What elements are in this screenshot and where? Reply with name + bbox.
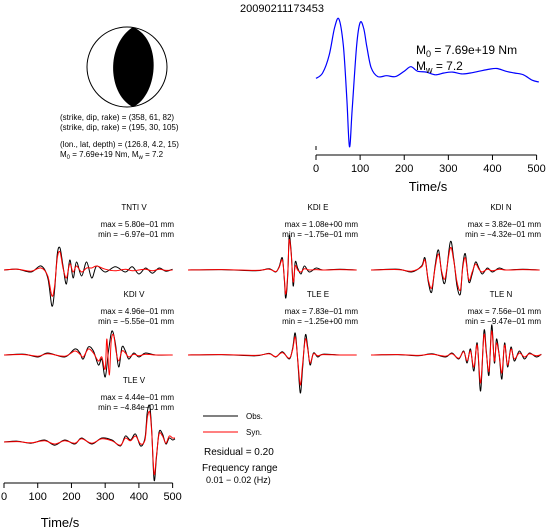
source-line-4: M0 = 7.69e+19 Nm, Mw = 7.2 [60,150,164,161]
stf-tick-label: 0 [313,163,319,175]
min-amplitude: min = −4.84e−01 mm [98,403,174,412]
source-line-1: (strike, dip, rake) = (358, 61, 82) [60,113,174,122]
stf-m0-label: M0 = 7.69e+19 Nm [416,43,517,59]
figure-title: 20090211173453 [240,3,324,15]
station-label: KDI N [490,203,512,212]
bottom-tick-label: 200 [62,491,80,503]
max-amplitude: max = 5.80e−01 mm [101,220,175,229]
synthetic-trace [3,250,173,297]
synthetic-trace [187,336,357,386]
bottom-tick-label: 100 [29,491,47,503]
legend-syn-label: Syn. [246,428,262,437]
bottom-tick-label: 400 [130,491,148,503]
stf-x-axis: 0 100 200 300 400 500 [313,154,546,175]
station-label: TLE V [123,376,146,385]
stf-line [315,17,539,148]
min-amplitude: min = −1.25e+00 mm [282,317,358,326]
min-amplitude: min = −5.55e−01 mm [98,317,174,326]
legend-obs-label: Obs. [246,412,263,421]
focal-mechanism-beachball [86,26,168,108]
station-label: KDI V [124,290,146,299]
frequency-range: 0.01 − 0.02 (Hz) [206,475,271,485]
frequency-title: Frequency range [202,463,278,474]
observed-trace [3,330,173,378]
stf-tick-label: 400 [483,163,501,175]
observed-trace [187,234,357,299]
source-line-2: (strike, dip, rake) = (195, 30, 105) [60,123,179,132]
observed-trace [3,246,173,307]
stf-tick-label: 500 [527,163,545,175]
station-label: TLE N [490,290,513,299]
station-label: KDI E [308,203,329,212]
station-label: TLE E [307,290,329,299]
observed-trace [187,332,357,394]
stf-mw-label: Mw = 7.2 [416,59,463,75]
min-amplitude: min = −9.47e−01 mm [465,317,541,326]
synthetic-trace [187,238,357,295]
residual-text: Residual = 0.20 [204,447,274,458]
bottom-x-axis: 0 100 200 300 400 500 [1,482,182,503]
bottom-tick-label: 0 [1,491,7,503]
max-amplitude: max = 3.82e−01 mm [468,220,542,229]
stf-plot: 0 100 200 300 400 500 M0 = 7.69e+19 Nm Mw = 7… [313,17,546,194]
max-amplitude: max = 4.44e−01 mm [101,393,175,402]
max-amplitude: max = 1.08e+00 mm [285,220,359,229]
max-amplitude: max = 7.56e−01 mm [468,307,542,316]
bottom-xlabel: Time/s [41,515,80,530]
min-amplitude: min = −4.32e−01 mm [465,230,541,239]
bottom-tick-label: 300 [96,491,114,503]
stf-tick-label: 300 [439,163,457,175]
source-parameters: (strike, dip, rake) = (358, 61, 82) (str… [60,113,179,161]
synthetic-trace [370,330,542,384]
legend: Obs. Syn. Residual = 0.20 Frequency rang… [202,412,278,485]
synthetic-trace [3,410,176,476]
synthetic-trace [370,246,540,292]
min-amplitude: min = −6.97e−01 mm [98,230,174,239]
max-amplitude: max = 7.83e−01 mm [285,307,359,316]
stf-tick-label: 200 [395,163,413,175]
stf-tick-label: 100 [351,163,369,175]
bottom-tick-label: 500 [163,491,181,503]
min-amplitude: min = −1.75e−01 mm [282,230,358,239]
station-label: TNTI V [121,203,147,212]
max-amplitude: max = 4.96e−01 mm [101,307,175,316]
stf-xlabel: Time/s [409,179,448,194]
synthetic-trace [3,333,173,376]
source-line-3: (lon., lat, depth) = (126.8, 4.2, 15) [60,140,179,149]
